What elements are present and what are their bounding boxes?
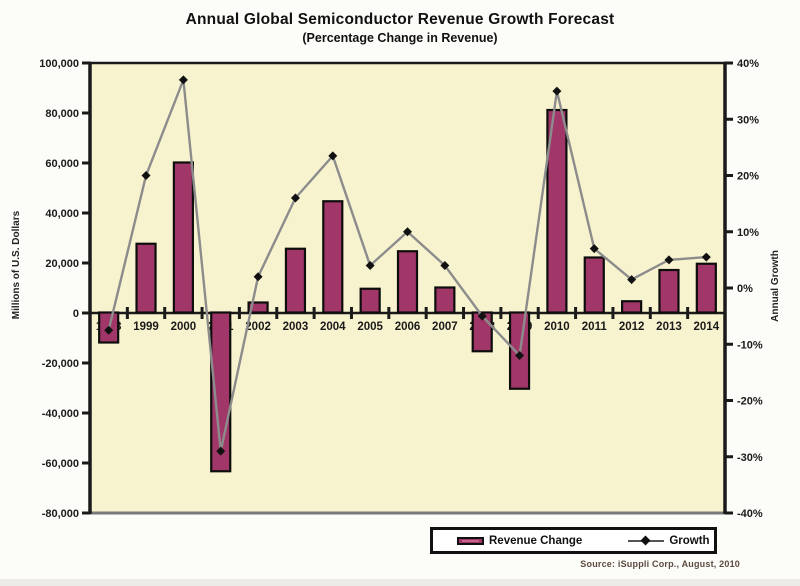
growth-marker-2008: [477, 311, 487, 321]
right-axis-tick-label: 0%: [737, 283, 753, 295]
growth-marker-2002: [253, 272, 263, 282]
right-axis-tick-label: -20%: [737, 396, 763, 408]
growth-marker-2011: [589, 244, 599, 254]
chart-subtitle: (Percentage Change in Revenue): [302, 31, 498, 45]
bar-2007: [434, 286, 456, 314]
bar-2003: [284, 247, 307, 314]
left-axis-tick-label: 60,000: [45, 158, 79, 170]
bar-1999: [135, 242, 157, 314]
legend-item-growth: Growth: [628, 534, 710, 547]
bar-2011: [583, 256, 605, 314]
growth-marker-2005: [365, 261, 375, 270]
growth-marker-2014: [701, 252, 711, 262]
bar-2002: [247, 301, 269, 314]
revenue-change-bar-swatch-icon: [457, 536, 484, 545]
left-axis-tick-label: -40,000: [42, 408, 79, 420]
left-axis-tick-label: 40,000: [45, 208, 79, 220]
growth-line-marker-icon: [628, 535, 665, 546]
x-axis-year-label: 2014: [694, 321, 720, 333]
growth-marker-2004: [328, 151, 338, 161]
left-axis-tick-label: 80,000: [45, 108, 79, 120]
legend: Revenue Change Growth: [430, 527, 717, 554]
x-axis-year-label: 2000: [171, 321, 197, 333]
legend-label-growth: Growth: [669, 534, 710, 547]
growth-marker-2006: [403, 227, 412, 237]
x-axis-year-label: 2010: [544, 321, 570, 333]
bar-2006: [396, 250, 419, 314]
x-axis-year-label: 2004: [320, 321, 346, 333]
growth-marker-2010: [552, 86, 562, 96]
right-axis-tick-label: 20%: [737, 171, 759, 183]
left-axis-tick-label: -60,000: [42, 458, 79, 470]
growth-marker-2003: [290, 193, 300, 203]
bottom-edge-strip: [0, 579, 800, 586]
left-axis-tick-label: 20,000: [45, 258, 79, 270]
left-axis-tick-label: 0: [73, 308, 79, 320]
growth-marker-2009: [515, 351, 525, 360]
right-axis-tick-label: -40%: [737, 508, 763, 520]
x-axis-year-label: 2005: [357, 321, 383, 333]
growth-marker-2013: [664, 255, 674, 265]
growth-marker-1999: [141, 171, 151, 180]
bar-2013: [658, 268, 680, 314]
growth-marker-2000: [178, 75, 188, 85]
right-axis-tick-label: -10%: [737, 339, 763, 351]
bar-2005: [359, 287, 381, 314]
legend-label-revenue-change: Revenue Change: [489, 534, 583, 547]
bar-2014: [695, 262, 717, 314]
x-axis-year-label: 2007: [432, 321, 458, 333]
growth-marker-2012: [627, 275, 637, 285]
bar-2012: [621, 300, 643, 314]
bar-2010: [546, 108, 568, 314]
x-axis-year-label: 2012: [619, 321, 645, 333]
right-axis-tick-label: -30%: [737, 452, 763, 464]
left-axis-tick-label: -80,000: [42, 508, 79, 520]
chart-title: Annual Global Semiconductor Revenue Grow…: [185, 11, 615, 28]
source-credit: Source: iSuppli Corp., August, 2010: [580, 559, 740, 569]
growth-marker-2001: [216, 446, 226, 456]
bar-2004: [322, 200, 344, 314]
left-axis-tick-label: 100,000: [39, 58, 79, 70]
right-axis-tick-label: 40%: [737, 58, 759, 70]
x-axis-year-label: 2006: [395, 321, 421, 333]
x-axis-year-label: 2003: [283, 321, 309, 333]
right-axis-tick-label: 30%: [737, 114, 759, 126]
left-axis-tick-label: -20,000: [42, 358, 79, 370]
x-axis-year-label: 2013: [656, 321, 682, 333]
growth-marker-1998: [104, 325, 114, 335]
x-axis-year-label: 1999: [133, 321, 159, 333]
x-axis-year-label: 2002: [245, 321, 271, 333]
x-axis-year-label: 2011: [582, 321, 608, 333]
right-axis-tick-label: 10%: [737, 227, 759, 239]
legend-item-revenue-change: Revenue Change: [457, 535, 582, 547]
growth-marker-2007: [440, 261, 450, 270]
bar-2000: [172, 161, 194, 314]
